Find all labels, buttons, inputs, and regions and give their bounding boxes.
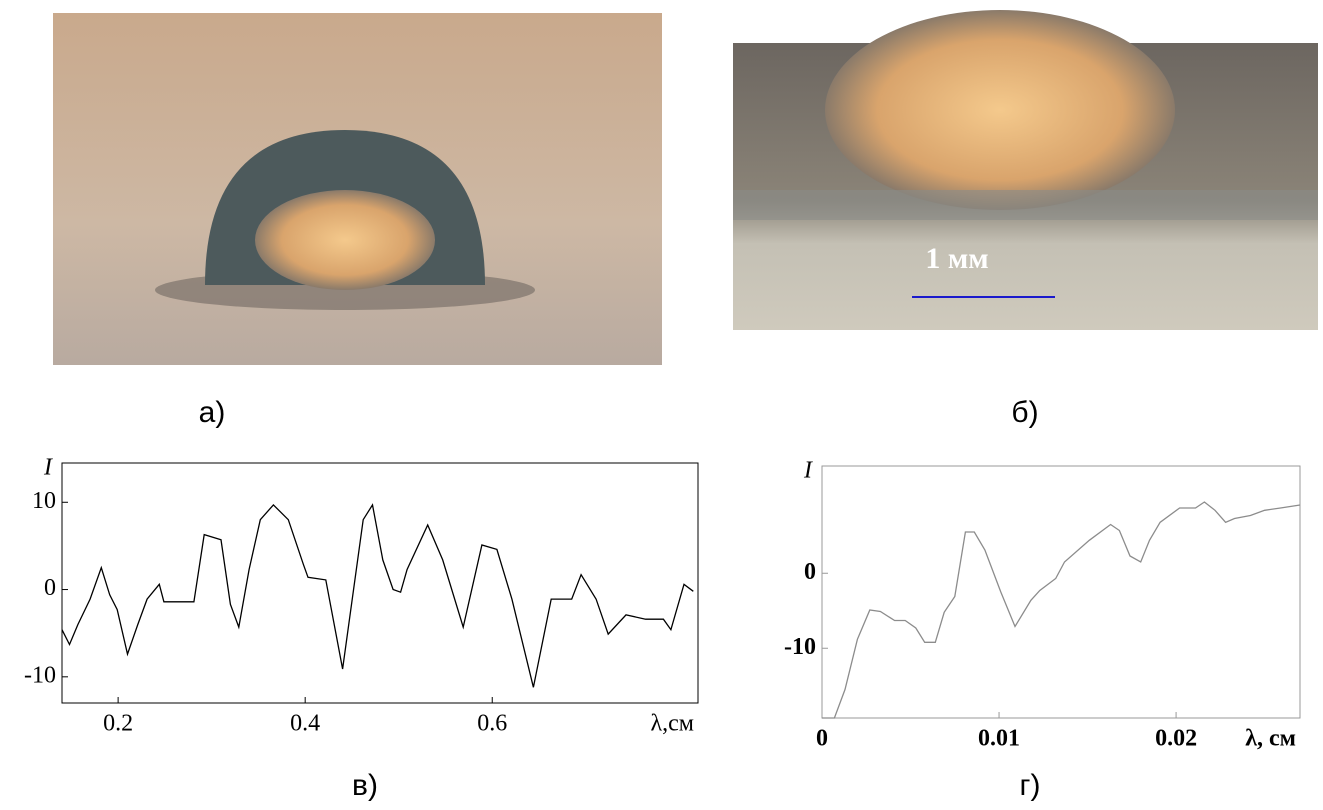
y-tick-label: 0: [804, 559, 816, 585]
x-axis-label: λ, см: [1245, 726, 1296, 752]
y-tick-label: 10: [32, 488, 56, 514]
data-line: [61, 503, 694, 688]
y-axis-label: I: [803, 458, 813, 484]
photo-b: 1 мм: [733, 10, 1318, 330]
caption: а): [199, 396, 226, 429]
y-tick-label: -10: [24, 662, 56, 688]
x-tick-label: 0: [816, 726, 828, 752]
y-axis-label: I: [43, 455, 53, 481]
y-tick-label: 0: [44, 575, 56, 601]
caption: б): [1011, 396, 1038, 429]
x-tick-label: 0.2: [103, 711, 133, 737]
caption: в): [352, 769, 378, 802]
x-tick-label: 0.01: [978, 726, 1020, 752]
scale-label: 1 мм: [925, 242, 988, 275]
y-tick-label: -10: [784, 634, 816, 660]
caption: г): [1020, 769, 1041, 802]
data-line: [822, 501, 1301, 719]
x-tick-label: 0.6: [477, 711, 507, 737]
x-axis-label: λ,см: [651, 711, 694, 737]
x-tick-label: 0.02: [1155, 726, 1197, 752]
photo-a: [53, 13, 662, 365]
plot-frame: [821, 465, 1301, 719]
x-tick-label: 0.4: [290, 711, 320, 737]
plot-frame: [61, 462, 699, 704]
